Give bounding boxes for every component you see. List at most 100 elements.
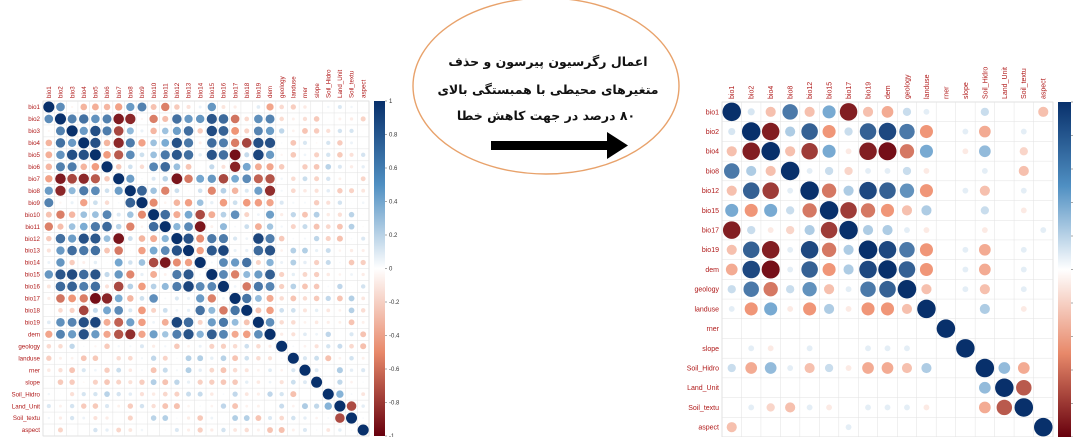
right-cell-circle — [727, 363, 736, 373]
left-cell-circle — [176, 417, 178, 419]
left-cell-circle — [81, 391, 86, 397]
left-cell-circle — [314, 188, 319, 193]
left-cell-circle — [150, 367, 157, 374]
left-col-label: bio16 — [221, 82, 228, 98]
left-cell-circle — [198, 153, 202, 157]
right-cell-circle — [859, 123, 877, 140]
left-cell-circle — [256, 404, 260, 408]
right-cell-circle — [826, 404, 833, 411]
left-colorbar-tick: -0.2 — [389, 300, 400, 306]
left-cell-circle — [290, 224, 296, 230]
right-cell-circle — [901, 303, 913, 314]
left-cell-circle — [68, 187, 76, 195]
left-cell-circle — [198, 141, 202, 145]
right-cell-circle — [980, 107, 989, 116]
left-cell-circle — [139, 344, 144, 349]
left-row-label: dem — [28, 331, 40, 338]
left-cell-circle — [127, 211, 134, 218]
left-cell-circle — [116, 391, 121, 397]
left-cell-circle — [140, 225, 144, 228]
left-row-label: bio6 — [28, 164, 40, 171]
left-cell-circle — [218, 125, 229, 136]
left-cell-circle — [47, 129, 50, 133]
left-cell-circle — [194, 256, 206, 269]
left-cell-circle — [90, 245, 101, 256]
left-cell-circle — [162, 175, 169, 182]
left-cell-circle — [254, 329, 263, 339]
left-col-label: bio18 — [244, 82, 251, 98]
left-cell-circle — [89, 149, 101, 161]
left-cell-circle — [127, 415, 133, 421]
left-colorbar-tick: 0.6 — [389, 166, 398, 172]
left-cell-circle — [210, 392, 214, 396]
left-cell-circle — [232, 379, 238, 385]
left-cell-circle — [116, 379, 122, 385]
left-cell-circle — [196, 246, 204, 255]
right-cell-circle — [904, 227, 910, 234]
right-cell-circle — [901, 205, 913, 216]
left-cell-circle — [46, 404, 51, 409]
left-cell-circle — [268, 344, 272, 348]
left-cell-circle — [256, 355, 261, 361]
left-cell-circle — [55, 281, 66, 292]
left-cell-circle — [186, 428, 191, 432]
right-cell-circle — [878, 142, 897, 161]
right-cell-circle — [742, 182, 760, 199]
left-row-label: aspect — [22, 427, 41, 434]
left-cell-circle — [222, 297, 225, 300]
right-col-label: bio19 — [865, 82, 872, 99]
right-cell-circle — [728, 127, 736, 136]
left-cell-circle — [92, 379, 98, 385]
right-cell-circle — [979, 125, 991, 138]
left-cell-circle — [327, 369, 329, 371]
left-cell-circle — [361, 320, 365, 324]
right-cell-circle — [844, 127, 853, 136]
right-cell-circle — [806, 168, 813, 174]
left-cell-circle — [161, 186, 170, 195]
left-cell-circle — [222, 417, 225, 419]
left-cell-circle — [361, 165, 365, 169]
left-cell-circle — [151, 176, 156, 181]
left-cell-circle — [326, 140, 331, 146]
left-cell-circle — [348, 319, 355, 326]
annotation-line-1: اعمال رگرسیون پیرسون و حذف — [448, 54, 647, 69]
right-cell-circle — [767, 227, 774, 234]
left-cell-circle — [125, 113, 136, 125]
left-cell-circle — [161, 102, 170, 112]
right-cell-circle — [979, 263, 991, 276]
left-cell-circle — [253, 137, 264, 149]
left-cell-circle — [199, 273, 202, 276]
left-cell-circle — [163, 201, 167, 204]
right-cell-circle — [921, 362, 932, 374]
left-cell-circle — [47, 392, 51, 396]
right-cell-circle — [762, 182, 779, 199]
left-row-label: bio18 — [25, 308, 41, 315]
left-cell-circle — [55, 162, 65, 172]
left-cell-circle — [104, 188, 110, 194]
right-cell-circle — [761, 241, 780, 259]
left-cell-circle — [327, 118, 329, 120]
left-row-label: geology — [18, 343, 41, 350]
left-cell-circle — [303, 260, 307, 265]
right-cell-circle — [921, 205, 932, 216]
left-col-label: bio19 — [256, 82, 263, 98]
left-colorbar-tick: 0.2 — [389, 233, 398, 239]
right-cell-circle — [862, 362, 874, 374]
right-cell-circle — [1017, 362, 1030, 374]
left-cell-circle — [244, 188, 249, 193]
left-cell-circle — [242, 174, 252, 184]
left-cell-circle — [199, 405, 202, 407]
right-row-label: geology — [694, 287, 719, 294]
left-row-label: bio8 — [28, 188, 40, 195]
left-cell-circle — [67, 245, 77, 256]
left-cell-circle — [244, 392, 249, 397]
left-cell-circle — [172, 258, 181, 267]
left-cell-circle — [337, 140, 343, 146]
right-col-label: bio12 — [807, 82, 814, 99]
left-cell-circle — [360, 116, 366, 122]
left-cell-circle — [255, 260, 261, 266]
left-cell-circle — [242, 293, 252, 304]
left-cell-circle — [183, 281, 194, 292]
left-cell-circle — [185, 355, 192, 362]
left-cell-circle — [210, 428, 214, 432]
